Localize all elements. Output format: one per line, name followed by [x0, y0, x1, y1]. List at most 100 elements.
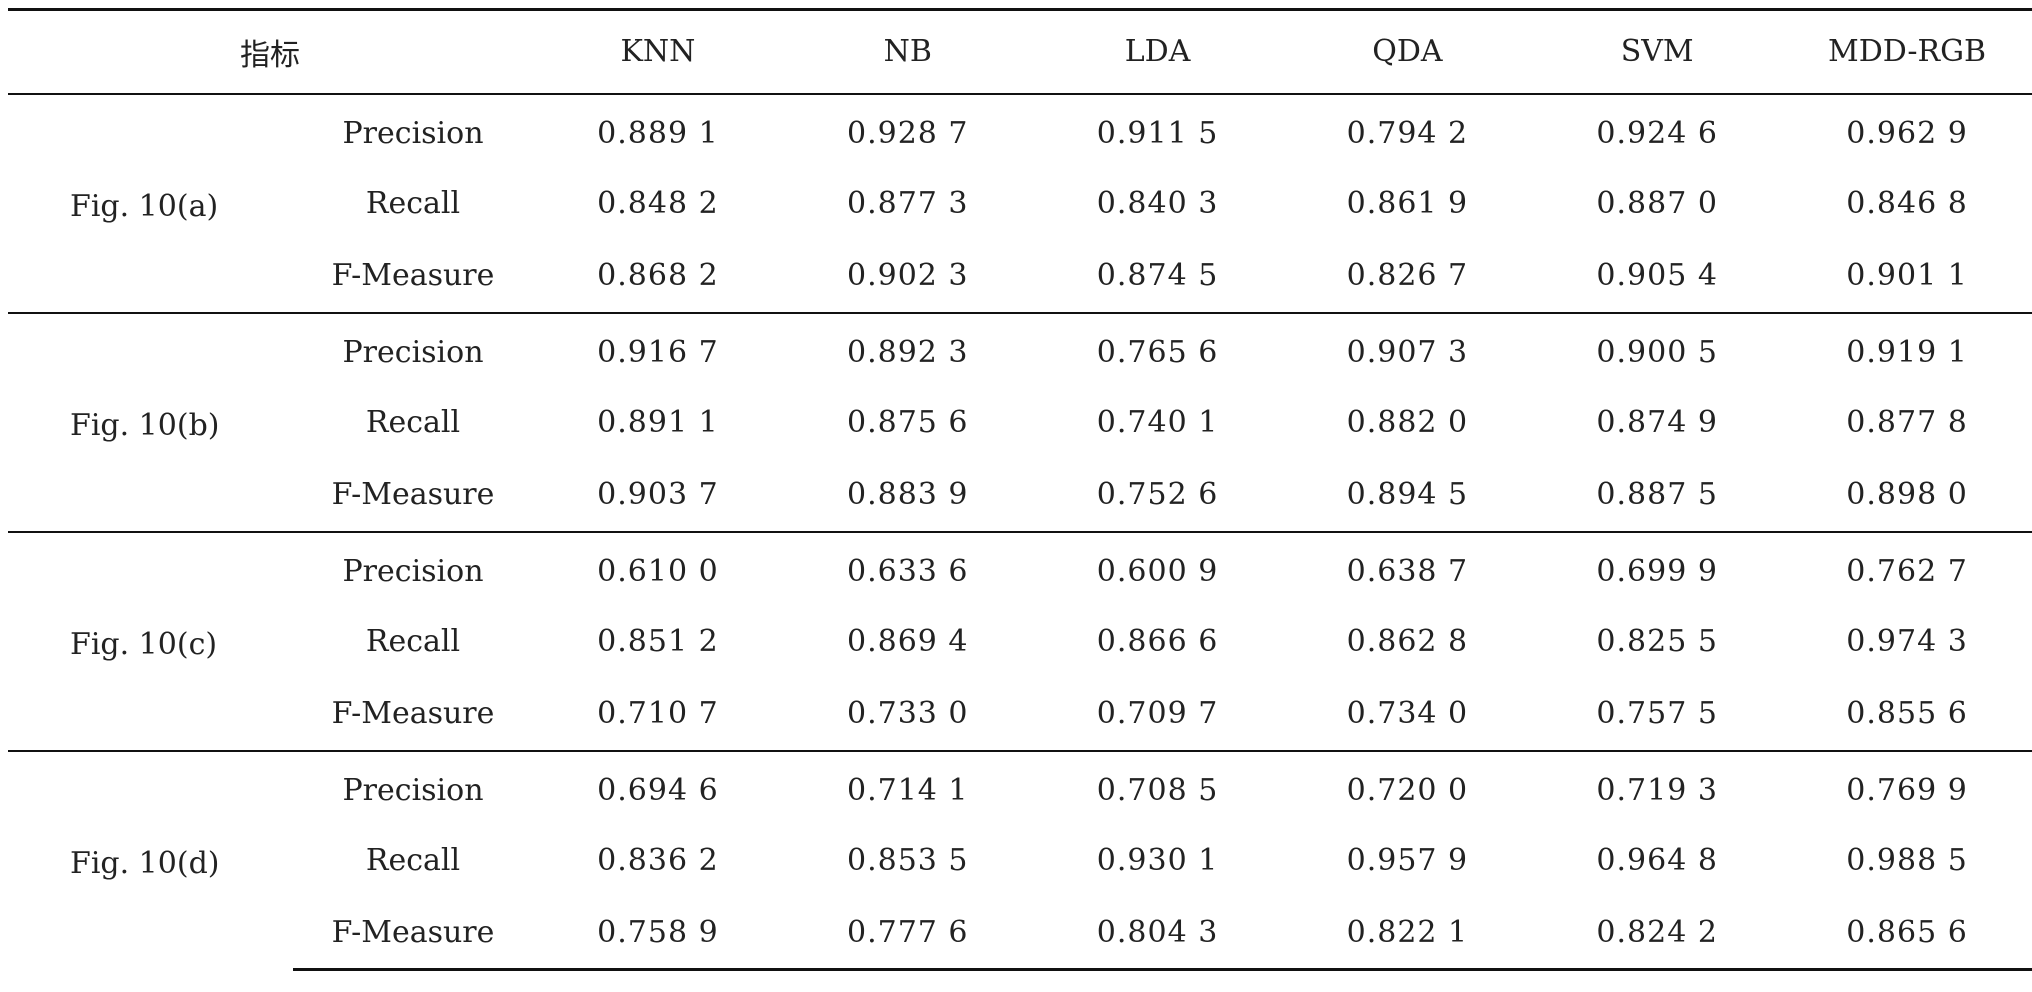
metric-value-cell: 0.907 3 [1282, 311, 1533, 386]
metric-value-cell: 0.638 7 [1282, 530, 1533, 605]
metric-label: Recall [365, 404, 461, 440]
header-row: 指标 KNN NB LDA QDA SVM MDD-RGB [8, 8, 2032, 95]
metric-value-cell: 0.875 6 [846, 404, 969, 440]
table-row: Fig. 10(c) Precision 0.610 0 0.633 6 0.600 9… [8, 530, 2032, 751]
metric-value-cell: 0.840 3 [1096, 185, 1219, 221]
metric-value-cell: 0.709 7 [1096, 696, 1219, 731]
table-group: Fig. 10(c) Precision 0.610 0 0.633 6 0.600 9… [8, 530, 2032, 751]
metric-value-cell: 0.957 9 [1346, 842, 1469, 878]
metric-value-cell: 0.720 0 [1282, 749, 1533, 824]
metric-value-cell: 0.734 0 [1346, 696, 1469, 731]
metric-value-cell: 0.825 5 [1596, 623, 1718, 659]
table-row: Recall 0.836 2 0.853 5 0.930 1 0.957 9 0.964 … [8, 824, 2032, 897]
table-row: F-Measure 0.868 2 0.902 3 0.874 5 0.826 7 0.9… [8, 240, 2032, 313]
metric-value-cell: 0.866 6 [1096, 623, 1219, 659]
metric-value-cell: 0.930 1 [1096, 842, 1219, 878]
metric-value-cell: 0.777 6 [782, 896, 1033, 971]
metric-value-cell: 0.898 0 [1846, 477, 1968, 512]
metric-value-cell: 0.962 9 [1846, 116, 1968, 151]
table-row: F-Measure 0.710 7 0.733 0 0.709 7 0.734 0 0.7… [8, 678, 2032, 751]
metric-value-cell: 0.919 1 [1782, 311, 2032, 386]
metric-label: F-Measure [331, 477, 495, 512]
metric-value-cell: 0.964 8 [1596, 842, 1718, 878]
table-row: F-Measure 0.758 9 0.777 6 0.804 3 0.822 1 0.8… [8, 896, 2032, 971]
header-method-knn: KNN [533, 8, 783, 95]
metric-label: Precision [293, 749, 534, 824]
metric-label: F-Measure [331, 696, 495, 731]
metric-label: Recall [365, 842, 461, 878]
metric-value-cell: 0.911 5 [1096, 116, 1219, 151]
figure-label: Fig. 10(d) [8, 749, 294, 970]
table-header: 指标 KNN NB LDA QDA SVM MDD-RGB [8, 8, 2032, 95]
metric-value-cell: 0.928 7 [846, 116, 969, 151]
results-table: 指标 KNN NB LDA QDA SVM MDD-RGB Fig. 10(a)… [8, 8, 2032, 971]
metric-value-cell: 0.894 5 [1346, 477, 1469, 512]
metric-value-cell: 0.868 2 [597, 258, 719, 293]
table-row: Fig. 10(a) Precision 0.889 1 0.928 7 0.911 5… [8, 94, 2032, 224]
table-row: Recall 0.891 1 0.875 6 0.740 1 0.882 0 0.874 … [8, 386, 2032, 459]
metric-value-cell: 0.794 2 [1346, 116, 1469, 151]
metric-value-cell: 0.708 5 [1032, 749, 1283, 824]
table-group: Fig. 10(d) Precision 0.694 6 0.714 1 0.708 5… [8, 749, 2032, 971]
figure-label: Fig. 10(a) [70, 188, 219, 224]
metric-value-cell: 0.853 5 [846, 842, 969, 878]
metric-value-cell: 0.758 9 [533, 896, 783, 971]
metric-label: Precision [342, 116, 484, 151]
metric-label: Precision [293, 530, 534, 605]
metric-value-cell: 0.824 2 [1532, 896, 1783, 971]
metric-value-cell: 0.765 6 [1032, 311, 1283, 386]
metric-value-cell: 0.891 1 [597, 404, 719, 440]
metric-value-cell: 0.883 9 [846, 477, 969, 512]
metric-value-cell: 0.836 2 [597, 842, 719, 878]
header-method-qda: QDA [1282, 8, 1533, 95]
metric-value-cell: 0.851 2 [597, 623, 719, 659]
metric-value-cell: 0.869 4 [846, 623, 969, 659]
metric-value-cell: 0.699 9 [1532, 530, 1783, 605]
metric-value-cell: 0.905 4 [1596, 258, 1718, 293]
table-row: Fig. 10(b) Precision 0.916 7 0.892 3 0.765 6… [8, 311, 2032, 532]
metric-value-cell: 0.804 3 [1032, 896, 1283, 971]
metric-value-cell: 0.752 6 [1096, 477, 1219, 512]
figure-label: Fig. 10(b) [8, 311, 294, 532]
metric-value-cell: 0.822 1 [1282, 896, 1533, 971]
metric-value-cell: 0.902 3 [846, 258, 969, 293]
metric-value-cell: 0.610 0 [533, 530, 783, 605]
metric-value-cell: 0.694 6 [533, 749, 783, 824]
metric-value-cell: 0.900 5 [1532, 311, 1783, 386]
metric-value-cell: 0.877 3 [846, 185, 969, 221]
metric-value-cell: 0.892 3 [782, 311, 1033, 386]
table-row: Recall 0.851 2 0.869 4 0.866 6 0.862 8 0.825 … [8, 605, 2032, 678]
metric-value-cell: 0.710 7 [597, 696, 719, 731]
metric-value-cell: 0.865 6 [1782, 896, 2032, 971]
metric-value-cell: 0.874 9 [1596, 404, 1718, 440]
metric-label: Recall [365, 185, 461, 221]
metric-value-cell: 0.826 7 [1346, 258, 1469, 293]
metric-value-cell: 0.901 1 [1846, 258, 1968, 293]
metric-value-cell: 0.733 0 [846, 696, 969, 731]
metric-value-cell: 0.887 0 [1596, 185, 1718, 221]
table-row: F-Measure 0.903 7 0.883 9 0.752 6 0.894 5 0.8… [8, 459, 2032, 532]
metric-value-cell: 0.877 8 [1846, 404, 1968, 440]
metric-value-cell: 0.740 1 [1096, 404, 1219, 440]
metric-value-cell: 0.903 7 [597, 477, 719, 512]
metric-value-cell: 0.924 6 [1596, 116, 1718, 151]
metric-value-cell: 0.855 6 [1846, 696, 1968, 731]
metric-value-cell: 0.974 3 [1846, 623, 1968, 659]
metric-value-cell: 0.887 5 [1596, 477, 1718, 512]
table-row: Recall 0.848 2 0.877 3 0.840 3 0.861 9 0.887 … [8, 167, 2032, 240]
metric-value-cell: 0.874 5 [1096, 258, 1219, 293]
metric-value-cell: 0.988 5 [1846, 842, 1968, 878]
metric-value-cell: 0.889 1 [597, 116, 719, 151]
metric-value-cell: 0.861 9 [1346, 185, 1469, 221]
header-method-nb: NB [782, 8, 1033, 95]
header-method-lda: LDA [1032, 8, 1283, 95]
metric-label: Precision [293, 311, 534, 386]
metric-label: Recall [365, 623, 461, 659]
metric-value-cell: 0.714 1 [782, 749, 1033, 824]
table-group: Fig. 10(b) Precision 0.916 7 0.892 3 0.765 6… [8, 311, 2032, 532]
table-row: Fig. 10(d) Precision 0.694 6 0.714 1 0.708 5… [8, 749, 2032, 970]
metric-value-cell: 0.600 9 [1032, 530, 1283, 605]
figure-label: Fig. 10(c) [8, 530, 294, 751]
header-index: 指标 [8, 8, 534, 95]
metric-label: F-Measure [331, 258, 495, 293]
